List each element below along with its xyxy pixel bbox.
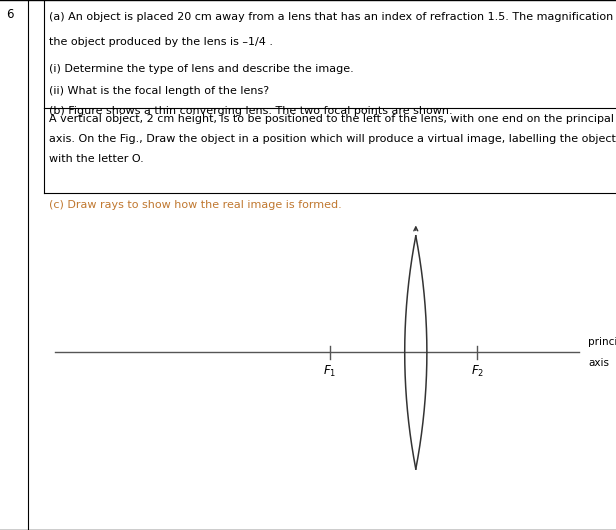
Text: with the letter O.: with the letter O. (49, 154, 144, 164)
Text: $F_2$: $F_2$ (471, 364, 484, 379)
Text: axis: axis (588, 358, 609, 368)
Text: the object produced by the lens is –1/4 .: the object produced by the lens is –1/4 … (49, 37, 274, 47)
Text: (c) Draw rays to show how the real image is formed.: (c) Draw rays to show how the real image… (49, 200, 342, 210)
Text: (i) Determine the type of lens and describe the image.: (i) Determine the type of lens and descr… (49, 64, 354, 74)
Text: (ii) What is the focal length of the lens?: (ii) What is the focal length of the len… (49, 86, 269, 96)
Text: $F_1$: $F_1$ (323, 364, 336, 379)
Text: principal: principal (588, 337, 616, 347)
Text: A vertical object, 2 cm height, is to be positioned to the left of the lens, wit: A vertical object, 2 cm height, is to be… (49, 114, 614, 124)
Text: 6: 6 (6, 8, 14, 21)
Text: axis. On the Fig., Draw the object in a position which will produce a virtual im: axis. On the Fig., Draw the object in a … (49, 134, 616, 144)
Text: (a) An object is placed 20 cm away from a lens that has an index of refraction 1: (a) An object is placed 20 cm away from … (49, 12, 616, 22)
Text: (b) Figure shows a thin converging lens. The two focal points are shown.: (b) Figure shows a thin converging lens.… (49, 106, 453, 116)
